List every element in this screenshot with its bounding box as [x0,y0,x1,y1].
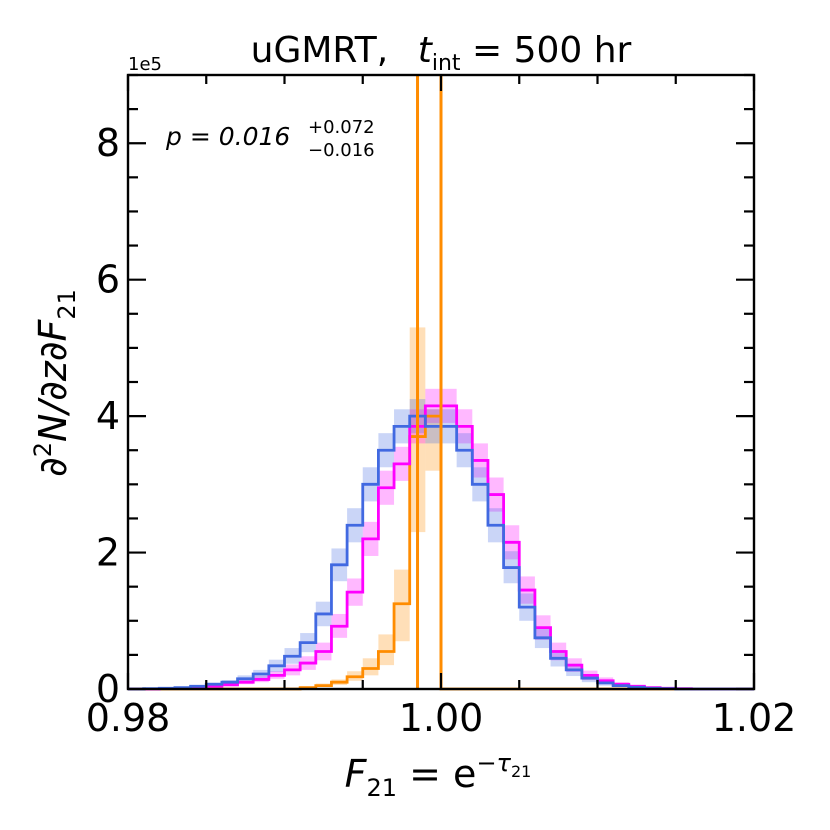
plot-frame [126,73,756,691]
x-tick-label-1: 1.00 [399,696,484,740]
ylabel-sub: 21 [53,289,81,320]
chart-title: uGMRT, tint = 500 hr [251,30,632,76]
y-tick-label-4: 8 [96,121,120,165]
annotation: p = 0.016 [165,122,290,151]
y-tick-label-2: 4 [96,394,120,438]
y-tick-label-0: 0 [96,667,120,711]
blue-step-line [128,414,754,691]
vlines-layer [416,75,443,689]
title-prefix: uGMRT, [251,30,389,71]
x-tick-label-2: 1.02 [712,696,797,740]
xlabel-exp: −τ [476,749,511,777]
orange-band-17 [394,569,410,642]
xlabel-eq: = e [397,752,476,796]
title-sub: int [432,51,461,76]
orange-band-16 [378,634,395,666]
title-value: = 500 hr [461,30,632,71]
y-tick-label-3: 6 [96,258,120,302]
xlabel-sub: 21 [367,774,398,802]
orange-band-19 [425,409,441,471]
title-t: t [418,30,434,71]
offset-label: 1e5 [128,54,162,75]
annotation-sub: −0.016 [308,140,375,161]
y-axis-label: ∂2N/∂z∂F21 [29,289,81,477]
ylabel-sup: 2 [29,442,57,457]
ylabel-rest: N/∂z∂F [31,319,75,442]
annotation-sup: +0.072 [308,117,375,138]
x-tick-label-0: 0.98 [86,696,171,740]
y-tick-label-1: 2 [96,531,120,575]
xlabel-exp-sub: 21 [511,762,531,781]
ylabel-main: ∂ [31,457,75,477]
annotation-main: p = 0.016 [165,122,290,151]
orange-band-15 [362,658,379,676]
xlabel-main: F [345,752,368,796]
x-axis-label: F21 = e−τ21 [345,749,532,802]
